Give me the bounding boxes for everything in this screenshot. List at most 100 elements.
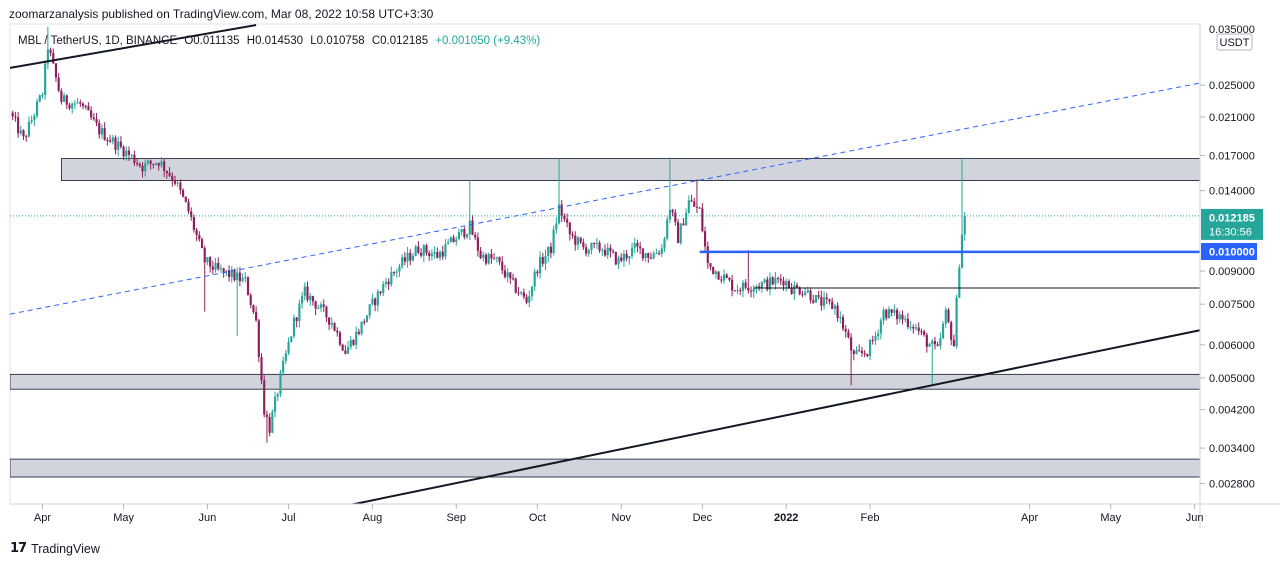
- candle-body-158: [438, 251, 442, 258]
- candle-body-8: [33, 115, 36, 121]
- candle-body-170: [471, 220, 474, 235]
- candle-body-316: [866, 353, 869, 356]
- candle-body-293: [804, 292, 807, 295]
- candle-body-182: [503, 270, 507, 277]
- candle-body-29: [90, 110, 93, 118]
- candle-body-235: [647, 253, 650, 258]
- candle-body-197: [544, 256, 547, 264]
- candle-body-37: [111, 137, 114, 142]
- candle-body-250: [687, 200, 690, 213]
- candle-body-256: [703, 231, 707, 247]
- candle-body-226: [622, 253, 626, 261]
- candle-body-231: [636, 243, 639, 247]
- candle-body-261: [717, 271, 720, 280]
- candle-body-302: [828, 299, 831, 302]
- candle-body-81: [230, 269, 233, 278]
- low-value: L0.010758: [310, 35, 365, 47]
- candle-body-266: [731, 279, 734, 291]
- candle-body-106: [298, 303, 301, 322]
- candle-body-168: [465, 234, 469, 238]
- candle-body-215: [593, 242, 596, 244]
- candle-body-21: [68, 104, 71, 109]
- candle-body-44: [130, 154, 133, 156]
- candle-body-93: [263, 380, 266, 415]
- candle-body-128: [357, 331, 360, 334]
- candle-body-177: [490, 254, 493, 259]
- candle-body-148: [411, 255, 415, 261]
- candle-body-317: [868, 339, 872, 356]
- candle-body-338: [925, 334, 928, 347]
- candle-body-34: [103, 128, 106, 141]
- candle-body-319: [874, 336, 877, 341]
- candle-body-186: [514, 278, 517, 293]
- candle-body-189: [522, 292, 525, 297]
- candle-body-205: [566, 219, 569, 223]
- candle-body-71: [203, 248, 206, 263]
- candle-body-187: [517, 292, 520, 294]
- candle-body-12: [44, 63, 47, 95]
- candle-body-201: [555, 223, 558, 230]
- candle-body-163: [452, 237, 455, 242]
- candle-body-310: [850, 337, 853, 351]
- currency-label: USDT: [1220, 37, 1250, 49]
- candle-body-237: [652, 253, 655, 259]
- time-axis[interactable]: Apr May Jun Jul Aug Sep Oct Nov Dec 2022 Feb Apr May…: [34, 504, 1204, 524]
- candle-body-217: [598, 242, 601, 251]
- currency-badge[interactable]: [1216, 33, 1253, 51]
- bar-countdown: 16:30:56: [1209, 226, 1252, 238]
- candle-body-18: [60, 90, 63, 102]
- candle-body-171: [474, 234, 477, 238]
- candle-body-305: [836, 305, 839, 318]
- candle-body-309: [847, 331, 850, 338]
- candle-body-331: [906, 318, 909, 327]
- tradingview-brand[interactable]: 17 TradingView: [10, 541, 100, 556]
- candle-body-98: [276, 393, 279, 397]
- candle-body-55: [160, 161, 163, 166]
- candle-body-169: [468, 220, 471, 235]
- candle-body-85: [241, 277, 244, 282]
- candle-body-234: [644, 253, 647, 259]
- candle-body-190: [525, 296, 528, 303]
- candle-body-318: [871, 339, 874, 341]
- candle-body-150: [417, 246, 420, 253]
- candle-body-185: [511, 278, 515, 280]
- last-price-badge: 0.012185 16:30:56: [1201, 208, 1263, 240]
- time-tick-label-12: May: [1100, 512, 1121, 524]
- time-tick-label-1: May: [113, 512, 134, 524]
- symbol-ohlc-bar[interactable]: MBL / TetherUS, 1D, BINANCE O0.011135 H0…: [18, 35, 544, 47]
- candle-body-294: [806, 290, 809, 293]
- candle-body-277: [760, 282, 763, 289]
- candle-body-89: [252, 304, 255, 312]
- candle-body-295: [809, 290, 812, 301]
- candle-body-245: [674, 212, 677, 223]
- candle-body-304: [833, 305, 836, 309]
- price-axis-top-label: 0.035000: [1209, 24, 1255, 36]
- candle-body-306: [839, 317, 842, 319]
- candle-body-273: [749, 290, 753, 292]
- candle-body-101: [284, 353, 287, 361]
- candle-body-195: [539, 257, 542, 274]
- price-tick-label-9: 0.003400: [1209, 443, 1255, 455]
- candle-body-68: [195, 229, 198, 236]
- candle-body-161: [447, 242, 450, 245]
- candle-body-113: [317, 307, 320, 309]
- candle-body-117: [328, 317, 331, 325]
- candle-body-240: [660, 248, 663, 254]
- level-price-label: 0.010000: [1209, 247, 1255, 259]
- candle-body-279: [766, 279, 769, 290]
- candle-body-311: [852, 350, 855, 355]
- price-axis[interactable]: 0.025000 0.021000 0.017000 0.014000 0.009000…: [1200, 80, 1255, 490]
- change-value: +0.001050 (+9.43%): [435, 35, 541, 47]
- candle-body-153: [425, 245, 428, 253]
- price-chart[interactable]: 0.025000 0.021000 0.017000 0.014000 0.009000…: [0, 0, 1280, 535]
- candle-body-343: [939, 338, 942, 346]
- candle-body-20: [65, 95, 68, 105]
- candle-body-229: [630, 247, 634, 257]
- time-tick-label-13: Jun: [1186, 512, 1204, 524]
- candle-body-326: [893, 309, 896, 313]
- time-tick-label-4: Aug: [363, 512, 383, 524]
- candle-body-46: [136, 163, 139, 165]
- candle-body-36: [108, 140, 112, 142]
- candle-body-166: [460, 229, 463, 232]
- candle-body-314: [860, 350, 864, 354]
